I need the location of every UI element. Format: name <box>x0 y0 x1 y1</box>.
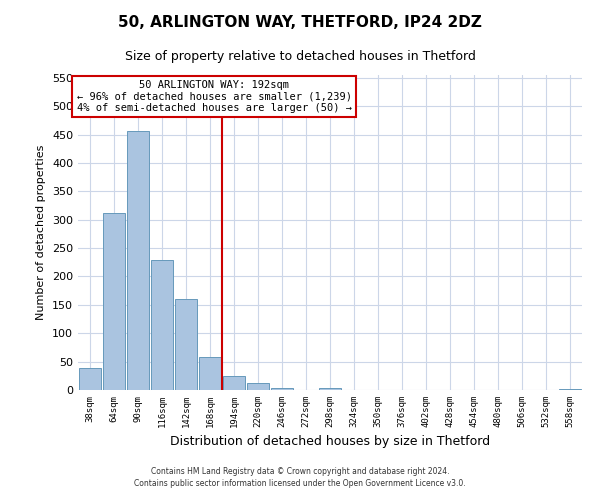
Bar <box>199 357 221 390</box>
Text: 50, ARLINGTON WAY, THETFORD, IP24 2DZ: 50, ARLINGTON WAY, THETFORD, IP24 2DZ <box>118 15 482 30</box>
Y-axis label: Number of detached properties: Number of detached properties <box>37 145 46 320</box>
Text: Contains HM Land Registry data © Crown copyright and database right 2024.
Contai: Contains HM Land Registry data © Crown c… <box>134 466 466 487</box>
Text: 50 ARLINGTON WAY: 192sqm
← 96% of detached houses are smaller (1,239)
4% of semi: 50 ARLINGTON WAY: 192sqm ← 96% of detach… <box>77 80 352 113</box>
Bar <box>127 130 149 390</box>
Bar <box>151 260 173 390</box>
Bar <box>271 388 293 390</box>
Bar <box>247 383 269 390</box>
Bar <box>559 389 581 390</box>
Bar <box>319 388 341 390</box>
Text: Size of property relative to detached houses in Thetford: Size of property relative to detached ho… <box>125 50 475 63</box>
X-axis label: Distribution of detached houses by size in Thetford: Distribution of detached houses by size … <box>170 436 490 448</box>
Bar <box>223 376 245 390</box>
Bar <box>103 214 125 390</box>
Bar <box>175 299 197 390</box>
Bar <box>79 368 101 390</box>
